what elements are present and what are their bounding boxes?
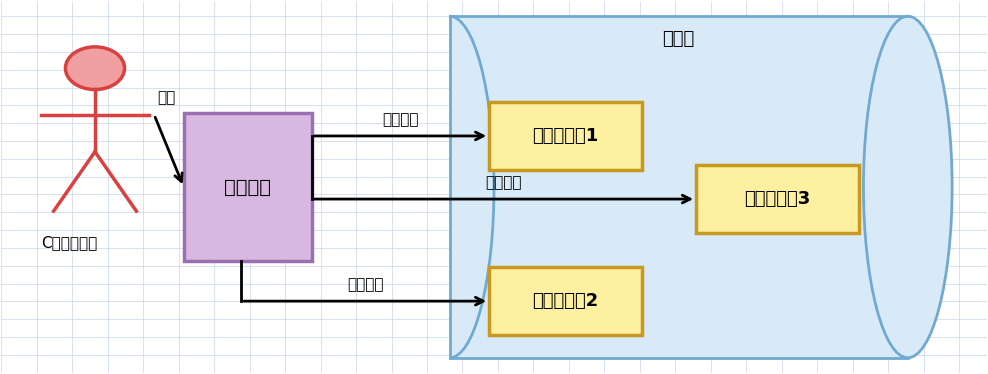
Text: 创建订单: 创建订单 bbox=[224, 178, 271, 196]
Text: 订单明细: 订单明细 bbox=[486, 175, 522, 190]
Text: C端：消费者: C端：消费者 bbox=[41, 235, 97, 250]
Text: 订单明细表2: 订单明细表2 bbox=[533, 292, 599, 310]
Ellipse shape bbox=[864, 16, 952, 358]
Text: 订单明细: 订单明细 bbox=[382, 112, 419, 127]
Text: 订单明细: 订单明细 bbox=[347, 277, 383, 292]
FancyBboxPatch shape bbox=[184, 113, 312, 261]
FancyBboxPatch shape bbox=[489, 267, 642, 335]
FancyBboxPatch shape bbox=[696, 165, 859, 233]
Ellipse shape bbox=[65, 47, 124, 89]
Text: 数据库: 数据库 bbox=[663, 30, 695, 47]
Text: 下单: 下单 bbox=[157, 91, 176, 105]
FancyBboxPatch shape bbox=[489, 102, 642, 170]
Bar bbox=[450, 16, 908, 358]
Text: 订单明细表1: 订单明细表1 bbox=[533, 127, 599, 145]
Text: 订单明细表3: 订单明细表3 bbox=[744, 190, 810, 208]
